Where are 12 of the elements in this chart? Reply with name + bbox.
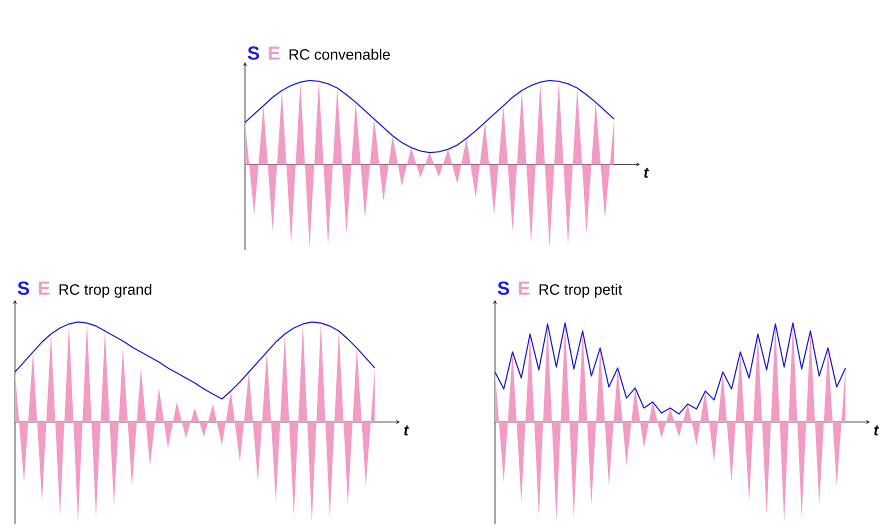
x-axis-title: t <box>874 426 880 436</box>
chart-title: RC trop grand <box>60 284 152 298</box>
chart-title: RC convenable <box>290 48 390 60</box>
series-label: E <box>269 46 280 60</box>
x-axis-title: t <box>404 426 410 436</box>
chart-title: RC trop petit <box>540 284 622 298</box>
text: S <box>18 281 30 295</box>
series-label: E <box>519 282 530 295</box>
text: S <box>248 46 260 60</box>
series-label: E <box>39 282 50 295</box>
x-axis-title: t <box>644 168 650 178</box>
text: S <box>498 281 510 295</box>
